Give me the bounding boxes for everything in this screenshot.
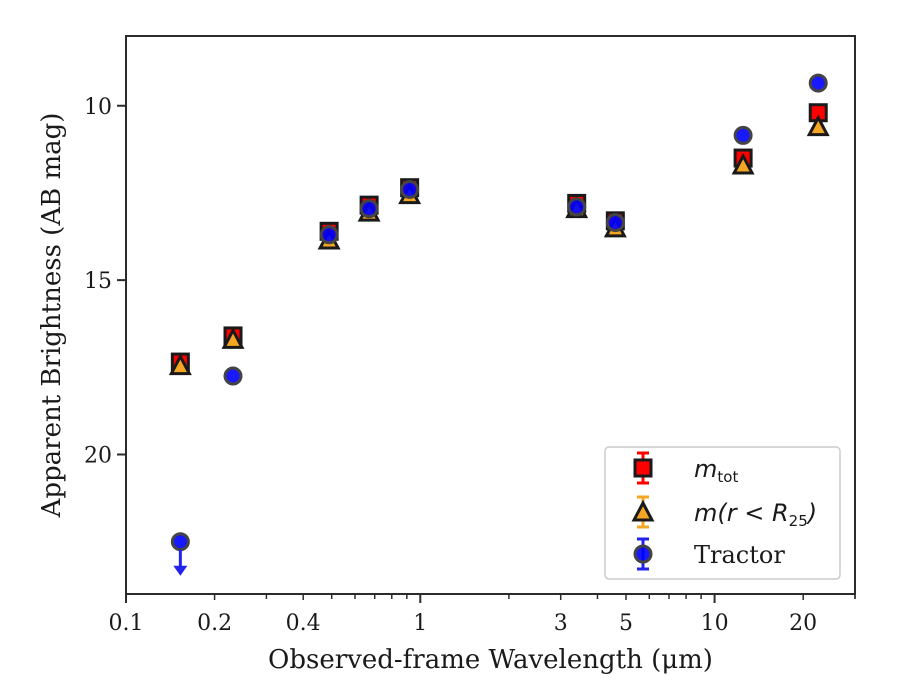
y-axis-title: Apparent Brightness (AB mag) (37, 113, 67, 519)
legend-label: m(r < R25) (694, 499, 817, 530)
y-tick-label: 10 (84, 95, 112, 120)
circle-point (400, 179, 420, 199)
legend-label: mtot (694, 455, 738, 486)
circle-point (359, 199, 379, 219)
legend-label: Tractor (694, 541, 785, 569)
x-tick-label: 20 (789, 611, 817, 636)
y-tick-label: 20 (84, 444, 112, 469)
circle-point (170, 532, 190, 552)
triangle-point (221, 327, 245, 349)
x-axis-title: Observed-frame Wavelength (μm) (268, 645, 713, 675)
circle-point (319, 225, 339, 245)
circle-point (733, 125, 753, 145)
data-marks (168, 73, 830, 576)
x-tick-label: 5 (619, 611, 633, 636)
x-axis: 0.1 0.2 0.4 1 3 5 10 20 (109, 594, 856, 636)
x-tick-label: 0.2 (197, 611, 232, 636)
upper-limit-arrowhead (173, 565, 188, 576)
circle-point (605, 213, 625, 233)
x-tick-label: 1 (413, 611, 427, 636)
legend-triangle-marker (631, 499, 655, 522)
x-tick-label: 10 (701, 611, 729, 636)
legend-square-marker (633, 458, 653, 478)
triangle-point (806, 114, 830, 137)
legend-box (604, 446, 841, 580)
legend: mtot m(r < R25) Tractor (604, 446, 841, 580)
x-tick-label: 3 (554, 611, 568, 636)
circle-point (567, 197, 587, 217)
triangle-point (168, 353, 192, 376)
y-axis: 10 15 20 (84, 95, 126, 469)
plot-frame (125, 35, 856, 595)
x-tick-label: 0.4 (286, 611, 321, 636)
circle-point (808, 73, 828, 93)
x-tick-label: 0.1 (109, 611, 144, 636)
series-circle (170, 73, 828, 576)
triangle-point (731, 152, 755, 175)
circle-point (223, 366, 243, 386)
y-tick-label: 15 (84, 269, 112, 294)
legend-circle-marker (633, 544, 653, 564)
